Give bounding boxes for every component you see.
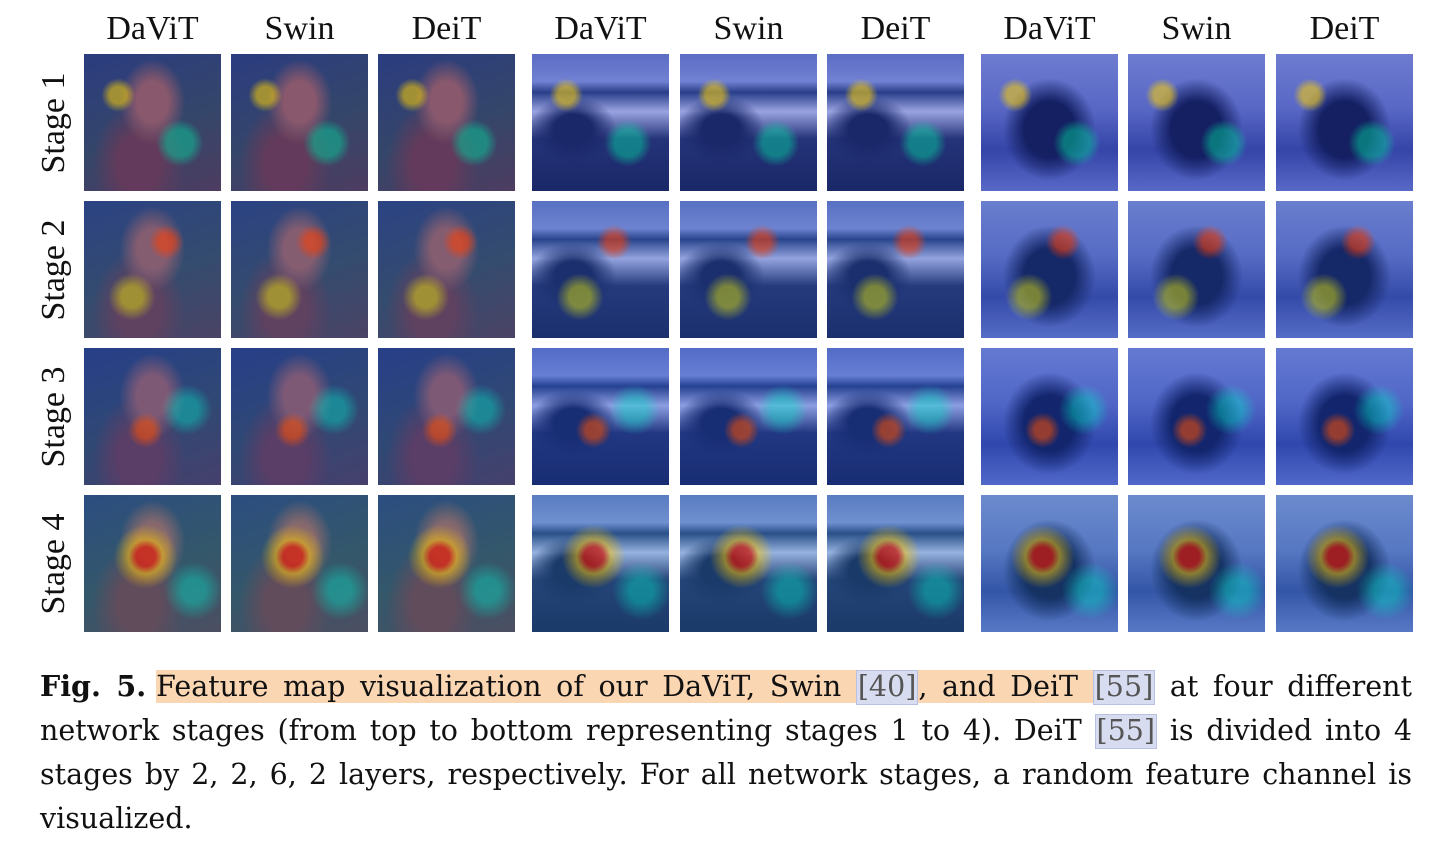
feature-map-moto-deit-stage-1 [827,54,964,191]
column-header-deit: DeiT [860,10,931,47]
heatmap-overlay [84,201,221,338]
feature-map-fox-deit-stage-3 [378,348,515,485]
column-header-davit: DaViT [554,10,647,47]
feature-map-fox-swin-stage-3 [231,348,368,485]
heatmap-overlay [1276,54,1413,191]
heatmap-overlay [378,348,515,485]
citation-link[interactable]: [55] [1094,714,1158,749]
heatmap-overlay [827,495,964,632]
feature-map-car-deit-stage-3 [1276,348,1413,485]
feature-map-car-swin-stage-1 [1128,54,1265,191]
heatmap-overlay [532,201,669,338]
heatmap-overlay [1276,495,1413,632]
column-header-deit: DeiT [1309,10,1380,47]
column-header-davit: DaViT [1003,10,1096,47]
heatmap-overlay [981,54,1118,191]
feature-map-car-davit-stage-4 [981,495,1118,632]
heatmap-overlay [231,54,368,191]
heatmap-overlay [827,54,964,191]
feature-map-moto-deit-stage-3 [827,348,964,485]
feature-map-fox-swin-stage-1 [231,54,368,191]
heatmap-overlay [1128,348,1265,485]
feature-map-fox-deit-stage-1 [378,54,515,191]
feature-map-car-deit-stage-1 [1276,54,1413,191]
caption-highlight: Feature map visualization of our DaViT, … [156,670,1156,705]
column-header-swin: Swin [713,10,784,47]
feature-map-moto-davit-stage-1 [532,54,669,191]
heatmap-overlay [84,348,221,485]
feature-map-moto-davit-stage-4 [532,495,669,632]
heatmap-overlay [532,348,669,485]
feature-map-moto-swin-stage-4 [680,495,817,632]
feature-map-car-davit-stage-2 [981,201,1118,338]
column-header-swin: Swin [1161,10,1232,47]
heatmap-overlay [532,54,669,191]
heatmap-overlay [827,348,964,485]
citation-link[interactable]: [55] [1092,670,1156,705]
heatmap-overlay [680,495,817,632]
feature-map-moto-deit-stage-4 [827,495,964,632]
heatmap-overlay [981,201,1118,338]
row-label-stage-4: Stage 4 [35,512,72,615]
heatmap-overlay [84,495,221,632]
heatmap-overlay [680,348,817,485]
figure-caption: Fig. 5. Feature map visualization of our … [40,669,1413,835]
feature-map-car-swin-stage-4 [1128,495,1265,632]
feature-map-car-swin-stage-2 [1128,201,1265,338]
feature-map-moto-swin-stage-2 [680,201,817,338]
heatmap-overlay [1128,495,1265,632]
feature-map-moto-swin-stage-1 [680,54,817,191]
feature-map-fox-davit-stage-2 [84,201,221,338]
heatmap-overlay [532,495,669,632]
feature-map-fox-deit-stage-2 [378,201,515,338]
heatmap-overlay [1276,348,1413,485]
row-label-stage-3: Stage 3 [35,365,72,468]
heatmap-overlay [378,201,515,338]
feature-map-moto-davit-stage-3 [532,348,669,485]
feature-map-moto-swin-stage-3 [680,348,817,485]
feature-map-moto-deit-stage-2 [827,201,964,338]
heatmap-overlay [231,348,368,485]
feature-map-fox-davit-stage-1 [84,54,221,191]
figure-label: Fig. 5. [40,669,147,703]
heatmap-overlay [378,495,515,632]
feature-map-car-deit-stage-4 [1276,495,1413,632]
feature-map-fox-davit-stage-4 [84,495,221,632]
heatmap-overlay [231,201,368,338]
heatmap-overlay [981,348,1118,485]
feature-map-car-davit-stage-1 [981,54,1118,191]
feature-map-car-davit-stage-3 [981,348,1118,485]
column-header-davit: DaViT [106,10,199,47]
row-label-stage-2: Stage 2 [35,218,72,321]
heatmap-overlay [378,54,515,191]
heatmap-overlay [827,201,964,338]
citation-link[interactable]: [40] [855,670,919,705]
heatmap-overlay [84,54,221,191]
heatmap-overlay [981,495,1118,632]
heatmap-overlay [680,201,817,338]
feature-map-fox-davit-stage-3 [84,348,221,485]
column-header-deit: DeiT [411,10,482,47]
heatmap-overlay [1276,201,1413,338]
feature-map-fox-swin-stage-2 [231,201,368,338]
heatmap-overlay [1128,54,1265,191]
heatmap-overlay [1128,201,1265,338]
feature-map-fox-swin-stage-4 [231,495,368,632]
heatmap-overlay [231,495,368,632]
feature-map-car-swin-stage-3 [1128,348,1265,485]
feature-map-fox-deit-stage-4 [378,495,515,632]
feature-map-car-deit-stage-2 [1276,201,1413,338]
row-label-stage-1: Stage 1 [35,71,72,174]
column-header-swin: Swin [264,10,335,47]
heatmap-overlay [680,54,817,191]
feature-map-moto-davit-stage-2 [532,201,669,338]
